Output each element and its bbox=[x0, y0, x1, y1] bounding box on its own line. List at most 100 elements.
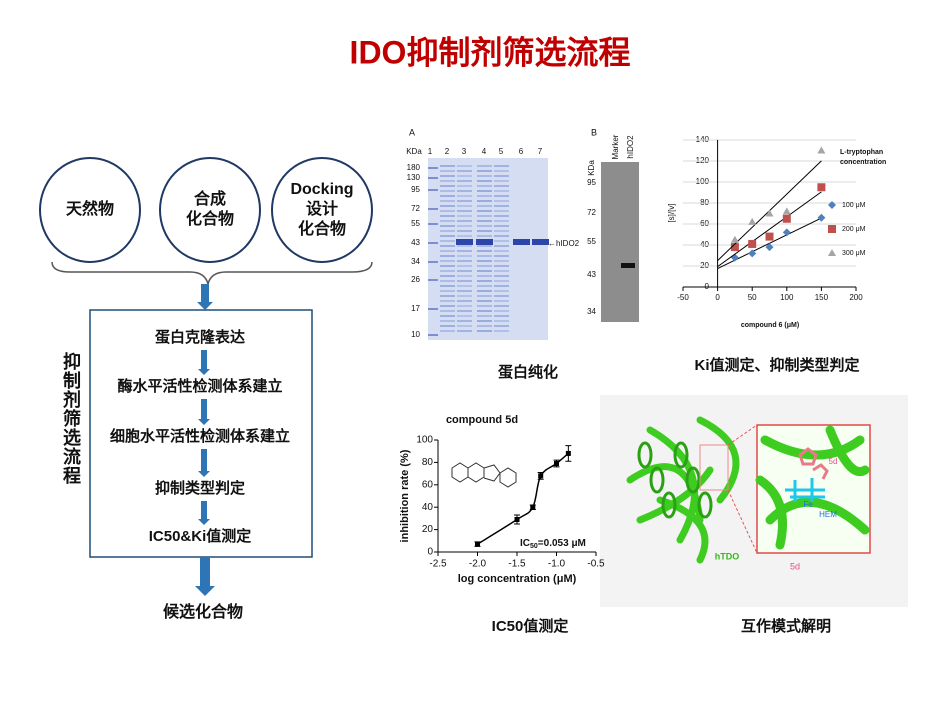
point bbox=[748, 249, 757, 258]
gel-band bbox=[440, 235, 455, 237]
point bbox=[817, 146, 826, 154]
lane-label: 2 bbox=[445, 147, 450, 156]
gel-label: B bbox=[591, 127, 597, 137]
target-band bbox=[532, 239, 549, 245]
gel-band bbox=[477, 225, 492, 227]
x-tick-label: -2.0 bbox=[469, 559, 487, 570]
legend-marker bbox=[828, 201, 836, 209]
gel-band bbox=[440, 200, 455, 202]
zoom-lines bbox=[727, 424, 758, 554]
source-circle bbox=[39, 157, 141, 263]
ladder-label: 26 bbox=[411, 275, 420, 284]
source-label: 天然物 bbox=[66, 199, 114, 218]
gel-band bbox=[477, 190, 492, 192]
heme bbox=[785, 478, 825, 502]
helix bbox=[649, 466, 665, 494]
point bbox=[782, 214, 791, 223]
lane-label: Marker bbox=[611, 134, 620, 159]
gel-band bbox=[477, 185, 492, 187]
x-tick-label: -50 bbox=[677, 293, 689, 302]
ladder-label: 180 bbox=[407, 163, 421, 172]
gel-band bbox=[477, 210, 492, 212]
x-axis-label: compound 6 (μM) bbox=[741, 322, 799, 329]
gel-band bbox=[494, 195, 509, 197]
gel-band bbox=[457, 190, 472, 192]
ladder-band bbox=[428, 208, 438, 210]
gel-band bbox=[477, 265, 492, 267]
gel-band bbox=[494, 230, 509, 232]
point bbox=[748, 217, 757, 225]
helix bbox=[661, 491, 677, 519]
point bbox=[514, 517, 520, 523]
ladder-label: 43 bbox=[411, 238, 420, 247]
ribbon bbox=[636, 466, 714, 524]
gel-band bbox=[494, 225, 509, 227]
gel-band bbox=[494, 270, 509, 272]
point bbox=[475, 541, 480, 547]
ladder-label: 95 bbox=[411, 185, 420, 194]
gel-band bbox=[494, 220, 509, 222]
gel-band bbox=[477, 310, 492, 312]
gel-band bbox=[457, 230, 472, 232]
legend-title: concentration bbox=[840, 159, 886, 166]
gel-band bbox=[440, 230, 455, 232]
target-band bbox=[513, 239, 530, 245]
annotation-part: 50 bbox=[530, 543, 538, 550]
point bbox=[530, 504, 536, 510]
gel-band bbox=[477, 295, 492, 297]
gel-b bbox=[601, 162, 639, 322]
gel-band bbox=[477, 195, 492, 197]
ladder-label: 55 bbox=[411, 219, 420, 228]
x-tick-label: -0.5 bbox=[587, 559, 605, 570]
gel-band bbox=[477, 325, 492, 327]
gel-band bbox=[440, 225, 455, 227]
gel-band bbox=[440, 260, 455, 262]
gel-band bbox=[477, 220, 492, 222]
gel-band bbox=[457, 200, 472, 202]
lane-label: 6 bbox=[519, 147, 524, 156]
x-tick-label: 50 bbox=[748, 293, 757, 302]
step: IC50&Ki值测定 bbox=[149, 527, 252, 545]
ladder-band bbox=[428, 279, 438, 281]
gel-band bbox=[494, 165, 509, 167]
gel-band bbox=[477, 300, 492, 302]
source-label: 合成 bbox=[194, 189, 226, 208]
ladder-label: 72 bbox=[411, 204, 420, 213]
gel-band bbox=[440, 255, 455, 257]
gel-band bbox=[440, 320, 455, 322]
gel-band bbox=[477, 275, 492, 277]
ic50-bg bbox=[383, 395, 600, 607]
gel-band bbox=[477, 215, 492, 217]
x-tick-label: 100 bbox=[780, 293, 794, 302]
legend-marker bbox=[828, 225, 836, 233]
band-label: ←hIDO2 bbox=[548, 239, 580, 248]
gel-band bbox=[494, 275, 509, 277]
side-label: 抑制剂筛选流程 bbox=[61, 352, 81, 485]
point bbox=[817, 183, 826, 192]
gel-band bbox=[494, 200, 509, 202]
caption: 蛋白纯化 bbox=[498, 363, 558, 381]
y-tick-label: 0 bbox=[427, 547, 433, 558]
ladder-band bbox=[428, 167, 438, 169]
lane-label: 1 bbox=[428, 147, 433, 156]
lane-label: hIDO2 bbox=[626, 135, 635, 159]
source-label: 化合物 bbox=[186, 209, 234, 228]
y-axis-label: inhibition rate (%) bbox=[399, 449, 411, 542]
gel-band bbox=[440, 270, 455, 272]
point bbox=[817, 213, 826, 222]
legend-title: L-tryptophan bbox=[840, 149, 883, 156]
arrow bbox=[195, 557, 215, 596]
gel-band bbox=[440, 250, 455, 252]
annotation-part: =0.053 μM bbox=[538, 538, 586, 549]
gel-band bbox=[440, 215, 455, 217]
x-tick-label: 150 bbox=[815, 293, 829, 302]
y-tick-label: 40 bbox=[422, 502, 434, 513]
gel-band bbox=[457, 255, 472, 257]
target-band bbox=[476, 239, 493, 245]
x-tick-label: 0 bbox=[715, 293, 720, 302]
trendline bbox=[717, 191, 822, 268]
gel-band bbox=[494, 240, 509, 242]
ribbon bbox=[825, 425, 870, 476]
caption: 互作模式解明 bbox=[741, 617, 831, 635]
